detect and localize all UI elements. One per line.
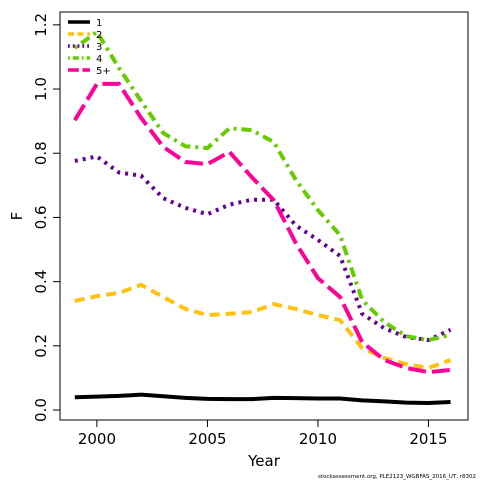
legend-label: 5+ <box>96 66 111 77</box>
legend-label: 1 <box>96 18 102 29</box>
series-line <box>74 282 452 371</box>
x-tick-label: 2015 <box>409 430 447 448</box>
legend-label: 4 <box>96 54 102 65</box>
y-tick-label: 1.2 <box>32 13 50 37</box>
x-tick-label: 2010 <box>299 430 337 448</box>
legend-label: 2 <box>96 30 102 41</box>
x-tick-label: 2000 <box>78 430 116 448</box>
x-tick-label: 2005 <box>188 430 226 448</box>
plot-box <box>59 11 469 421</box>
series-line <box>73 81 451 375</box>
y-tick-label: 0.2 <box>32 334 50 358</box>
x-axis-label: Year <box>247 452 281 470</box>
y-tick-label: 1.0 <box>32 77 50 101</box>
series-line <box>74 154 452 343</box>
y-tick-label: 0.4 <box>32 270 50 294</box>
y-tick-label: 0.0 <box>32 398 50 422</box>
y-tick-label: 0.6 <box>32 206 50 230</box>
y-tick-label: 0.8 <box>32 141 50 165</box>
y-axis-label: F <box>8 212 26 221</box>
footnote: stockassessment.org, PLE2123_WGBFAS_2016… <box>318 474 476 480</box>
series-line <box>74 392 451 405</box>
legend-label: 3 <box>96 42 102 53</box>
series-line <box>73 29 451 343</box>
